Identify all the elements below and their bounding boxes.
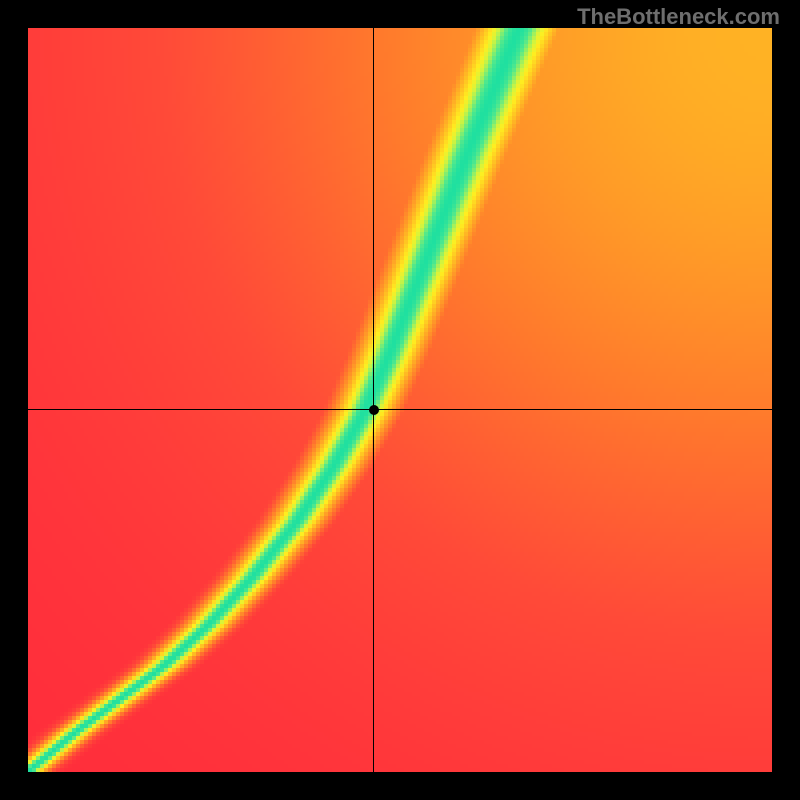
crosshair-marker xyxy=(369,405,379,415)
crosshair-vertical xyxy=(373,28,374,772)
crosshair-horizontal xyxy=(28,409,772,410)
watermark-text: TheBottleneck.com xyxy=(577,4,780,30)
heatmap-plot xyxy=(28,28,772,772)
heatmap-canvas xyxy=(28,28,772,772)
